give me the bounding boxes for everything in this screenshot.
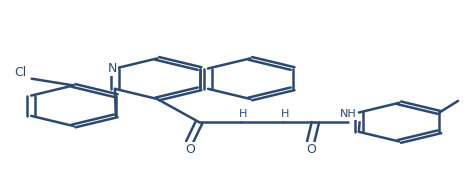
Text: H: H: [281, 109, 289, 119]
Text: H: H: [239, 109, 248, 119]
Text: N: N: [108, 62, 117, 75]
Text: O: O: [185, 143, 195, 156]
Text: NH: NH: [340, 109, 356, 119]
Text: O: O: [306, 143, 316, 156]
Text: Cl: Cl: [14, 66, 26, 79]
